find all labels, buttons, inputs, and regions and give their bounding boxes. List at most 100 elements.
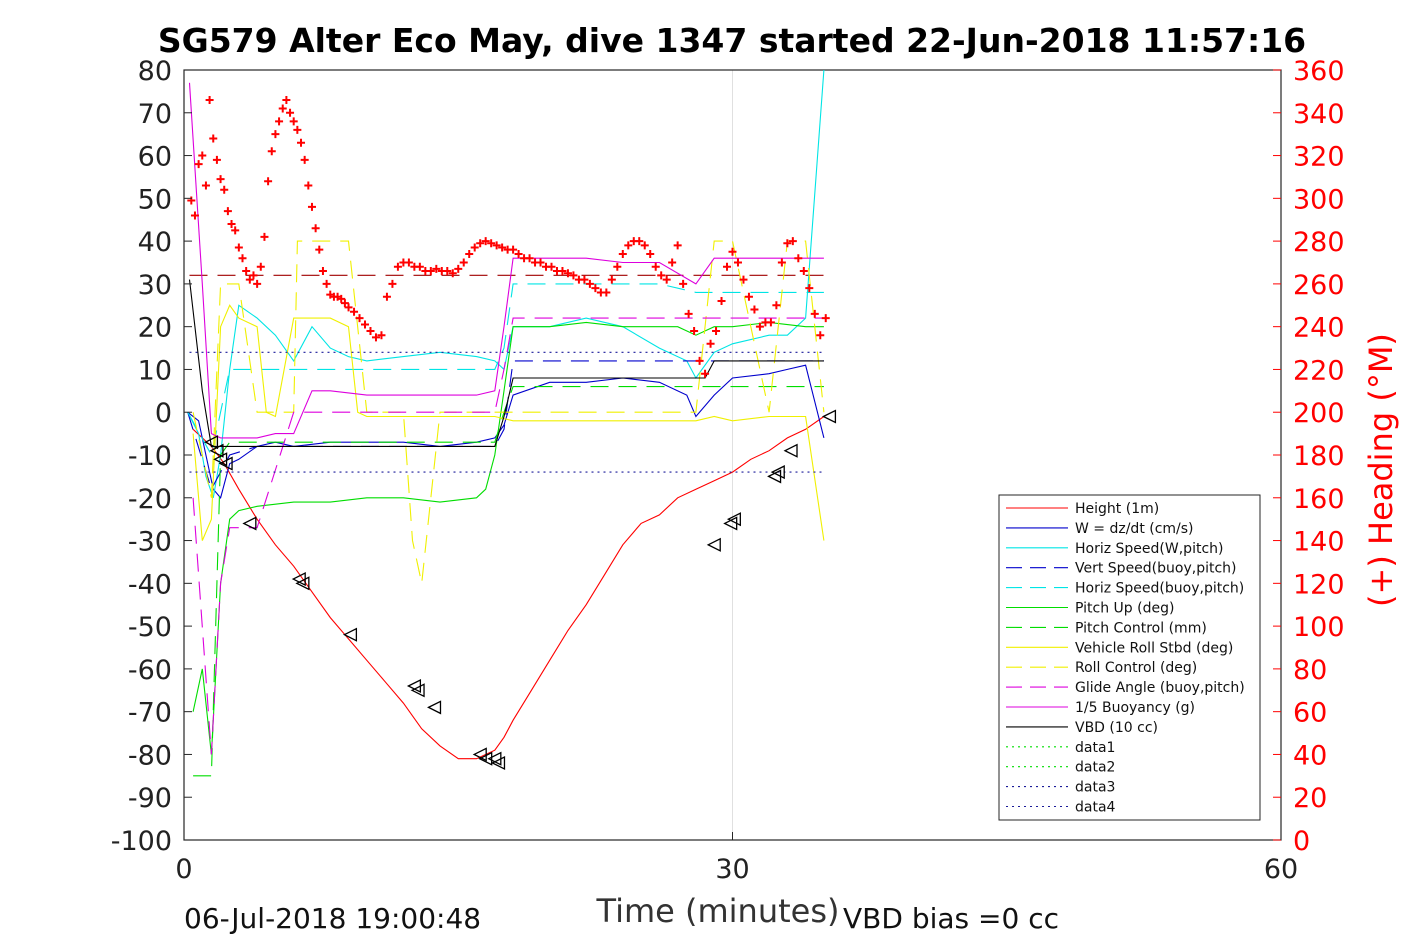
heading-point: [393, 262, 402, 271]
right-tick-label: 140: [1293, 527, 1345, 558]
heading-point: [300, 155, 309, 164]
heading-points: [187, 95, 830, 378]
series-lines: [187, 69, 825, 777]
heading-point: [624, 241, 633, 250]
heading-point: [810, 309, 819, 318]
right-tick-label: 20: [1293, 783, 1327, 814]
heading-point: [220, 185, 229, 194]
heading-point: [194, 160, 203, 169]
right-tick-label: 220: [1293, 355, 1345, 386]
heading-point: [443, 267, 452, 276]
heading-point: [289, 117, 298, 126]
left-tick-label: -40: [128, 569, 172, 600]
heading-point: [805, 284, 814, 293]
heading-point: [366, 326, 375, 335]
right-tick-label: 180: [1293, 441, 1345, 472]
triangle-marker: [770, 465, 785, 480]
heading-point: [509, 245, 518, 254]
heading-point: [783, 239, 792, 248]
heading-point: [766, 318, 775, 327]
heading-point: [777, 258, 786, 267]
heading-point: [318, 267, 327, 276]
triangle-marker: [821, 409, 837, 424]
triangle-marker: [213, 452, 228, 467]
heading-point: [712, 326, 721, 335]
heading-point: [525, 254, 534, 263]
right-axis-label: (+) Heading (°M): [1362, 333, 1400, 607]
legend-label: Height (1m): [1075, 501, 1159, 517]
heading-point: [646, 249, 655, 258]
heading-point: [591, 284, 600, 293]
heading-point: [607, 275, 616, 284]
triangle-marker: [472, 747, 487, 762]
left-tick-label: -20: [128, 484, 172, 515]
heading-point: [227, 220, 236, 228]
triangle-marker: [242, 516, 257, 531]
heading-point: [238, 254, 247, 263]
left-tick-label: -90: [128, 783, 172, 814]
series-line-height-1m: [192, 416, 825, 760]
heading-point: [267, 147, 276, 156]
x-axis-ticks: 0 30 60: [175, 832, 1298, 885]
heading-point: [640, 241, 649, 250]
legend: Height (1m) W = dz/dt (cm/s) Horiz Speed(W…: [998, 494, 1261, 821]
heading-point: [695, 356, 704, 365]
heading-point: [286, 108, 295, 117]
right-tick-label: 100: [1293, 612, 1345, 643]
heading-point: [432, 264, 441, 273]
right-tick-label: 120: [1293, 569, 1345, 600]
triangle-marker: [726, 512, 741, 527]
x-axis-label: Time (minutes): [596, 892, 840, 930]
legend-label: data1: [1075, 740, 1115, 756]
heading-point: [361, 320, 370, 329]
heading-point: [260, 232, 269, 241]
heading-point: [282, 95, 291, 104]
heading-point: [799, 267, 808, 276]
right-tick-label: 160: [1293, 484, 1345, 515]
heading-point: [304, 181, 313, 190]
series-line-vert-speed-buoy-pitch: [187, 360, 824, 491]
heading-point: [344, 303, 353, 312]
heading-point: [231, 226, 240, 235]
heading-point: [382, 292, 391, 301]
triangle-marker: [783, 443, 798, 458]
heading-point: [205, 95, 214, 104]
triangle-marker: [203, 435, 219, 450]
x-tick-label: 60: [1264, 854, 1298, 885]
legend-box: [998, 494, 1261, 821]
heading-point: [377, 331, 386, 340]
heading-point: [679, 279, 688, 288]
heading-point: [470, 243, 479, 252]
heading-point: [514, 249, 523, 258]
legend-label: data3: [1075, 780, 1115, 796]
right-tick-label: 80: [1293, 655, 1327, 686]
triangle-marker: [342, 627, 358, 642]
left-tick-label: -60: [128, 655, 172, 686]
left-tick-label: 80: [138, 56, 172, 87]
heading-point: [618, 249, 627, 258]
right-tick-label: 240: [1293, 313, 1345, 344]
heading-point: [580, 275, 589, 284]
heading-point: [558, 267, 567, 276]
left-tick-label: 40: [138, 227, 172, 258]
legend-label: Glide Angle (buoy,pitch): [1075, 680, 1245, 696]
left-tick-label: 60: [138, 142, 172, 173]
triangle-marker: [209, 443, 224, 458]
heading-point: [547, 262, 556, 271]
heading-point: [569, 271, 578, 280]
series-line-w-dz-dt-cm-s: [187, 364, 825, 499]
legend-label: VBD (10 cc): [1075, 720, 1158, 736]
left-tick-label: -70: [128, 698, 172, 729]
heading-point: [481, 237, 490, 246]
heading-point: [750, 305, 759, 314]
heading-point: [190, 211, 199, 220]
heading-point: [264, 177, 273, 186]
heading-point: [701, 369, 710, 378]
heading-point: [728, 247, 737, 256]
heading-point: [209, 134, 218, 143]
heading-point: [340, 299, 349, 308]
heading-point: [690, 326, 699, 335]
triangle-marker: [478, 751, 493, 766]
heading-point: [278, 104, 287, 113]
